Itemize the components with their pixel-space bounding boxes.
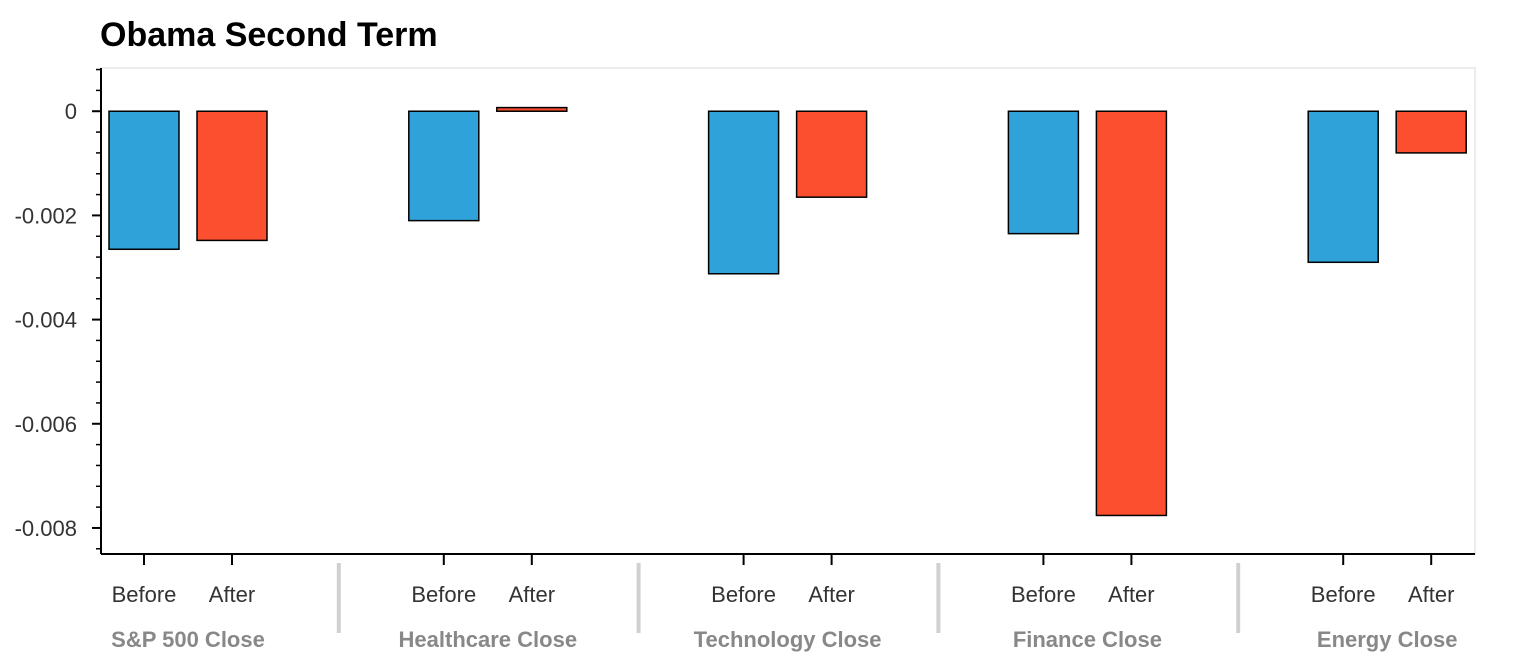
x-subcategory-label: After <box>209 582 255 607</box>
bar-after <box>196 110 268 242</box>
x-group-label: Energy Close <box>1317 627 1458 652</box>
x-group-label: S&P 500 Close <box>111 627 265 652</box>
bar-before <box>408 110 480 222</box>
y-tick-label: -0.004 <box>15 308 77 333</box>
x-group-label: Technology Close <box>694 627 882 652</box>
bar-before <box>1307 110 1379 264</box>
x-subcategory-label: Before <box>711 582 776 607</box>
x-subcategory-label: After <box>509 582 555 607</box>
x-subcategory-label: After <box>1408 582 1454 607</box>
y-tick-label: -0.002 <box>15 203 77 228</box>
bar-before <box>1007 110 1080 235</box>
bar-after <box>1395 110 1467 154</box>
x-subcategory-label: Before <box>1311 582 1376 607</box>
y-tick-label: -0.006 <box>15 412 77 437</box>
x-subcategory-label: Before <box>1011 582 1076 607</box>
x-subcategory-label: Before <box>112 582 177 607</box>
x-subcategory-label: Before <box>411 582 476 607</box>
plot-frame <box>100 67 1476 555</box>
chart-title: Obama Second Term <box>100 16 438 54</box>
bar-before <box>108 110 180 251</box>
bar-after <box>795 110 868 198</box>
y-tick-label: -0.008 <box>15 516 77 541</box>
bar-after <box>496 106 568 112</box>
x-group-label: Healthcare Close <box>399 627 578 652</box>
x-subcategory-label: After <box>808 582 854 607</box>
y-tick-label: 0 <box>65 99 77 124</box>
x-subcategory-label: After <box>1108 582 1154 607</box>
bar-after <box>1095 110 1168 517</box>
bar-before <box>707 110 780 275</box>
x-group-label: Finance Close <box>1013 627 1162 652</box>
